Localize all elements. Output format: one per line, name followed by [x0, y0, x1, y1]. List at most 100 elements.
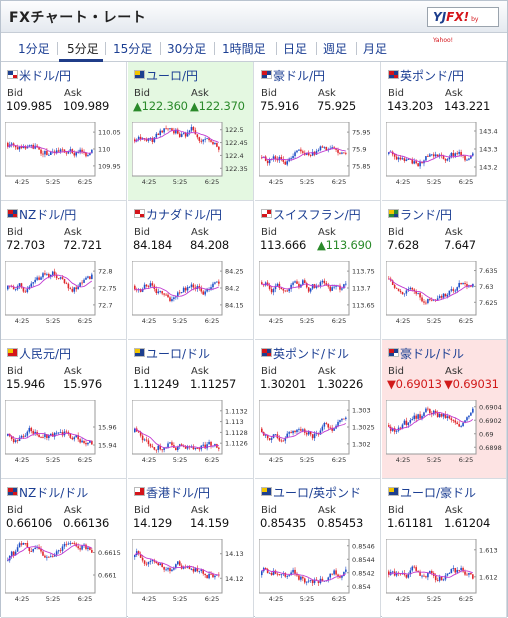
tab-monthly[interactable]: 月足: [363, 42, 388, 56]
rate-cell[interactable]: 英ポンド/ドル Bid Ask 1.30201 1.30226 1.303 1.3025 1.…: [255, 340, 381, 479]
tab-1hour[interactable]: 1時間足: [222, 42, 266, 56]
candle-body: [472, 153, 474, 156]
rate-cell[interactable]: 米ドル/円 Bid Ask 109.985 109.989 110.05 110 109.95…: [1, 62, 127, 201]
candle-body: [456, 570, 459, 573]
candle-body: [175, 447, 177, 450]
currency-pair-link[interactable]: ユーロ/英ポンド: [261, 484, 361, 501]
mini-candlestick-chart[interactable]: 72.8 72.75 72.7 4:25 5:25 6:25: [5, 261, 123, 327]
tab-15min[interactable]: 15分足: [113, 42, 153, 56]
currency-pair-link[interactable]: ユーロ/円: [134, 67, 198, 84]
eu-flag-icon: [261, 487, 272, 496]
candle-body: [446, 294, 449, 297]
candle-body: [337, 574, 339, 577]
currency-pair-link[interactable]: 人民元/円: [7, 345, 71, 362]
currency-pair-link[interactable]: スイスフラン/円: [261, 206, 361, 223]
rate-cell[interactable]: スイスフラン/円 Bid Ask 113.666 ▲113.690 113.75 113.7…: [255, 201, 381, 340]
tab-1min[interactable]: 1分足: [18, 42, 50, 56]
candle-body: [30, 551, 33, 552]
mini-candlestick-chart[interactable]: 75.95 75.9 75.85 4:25 5:25 6:25: [259, 122, 377, 188]
x-tick-label: 6:25: [459, 595, 474, 603]
mini-candlestick-chart[interactable]: 122.5 122.45 122.4 122.35 4:25 5:25 6:25: [132, 122, 250, 188]
candle-body: [274, 156, 277, 160]
candle-body: [141, 289, 144, 292]
currency-pair-link[interactable]: NZドル/ドル: [7, 484, 88, 501]
rate-cell[interactable]: ユーロ/ドル Bid Ask 1.11249 1.11257 1.1132 1.113 1.1…: [128, 340, 254, 479]
yjfx-logo[interactable]: YJFX! by Yahoo!: [427, 7, 499, 44]
rate-cell[interactable]: 豪ドル/ドル Bid Ask ▼0.69013 ▼0.69031 0.6904 0.6902…: [382, 340, 507, 479]
currency-pair-link[interactable]: ユーロ/豪ドル: [388, 484, 476, 501]
rate-cell[interactable]: 豪ドル/円 Bid Ask 75.916 75.925 75.95 75.9 75.85 4:2…: [255, 62, 381, 201]
y-tick-label: 72.7: [98, 301, 112, 309]
candle-body: [202, 139, 205, 142]
nz-flag-icon: [7, 209, 18, 218]
candle-body: [427, 299, 429, 304]
currency-pair-link[interactable]: 豪ドル/円: [261, 67, 325, 84]
rate-cell[interactable]: カナダドル/円 Bid Ask 84.184 84.208 84.25 84.2 84.15 4…: [128, 201, 254, 340]
mini-candlestick-chart[interactable]: 1.613 1.612 4:25 5:25 6:25: [386, 539, 504, 605]
candle-body: [468, 415, 470, 418]
mini-candlestick-chart[interactable]: 7.635 7.63 7.625 4:25 5:25 6:25: [386, 261, 504, 327]
candle-body: [302, 151, 304, 153]
currency-pair-link[interactable]: ユーロ/ドル: [134, 345, 210, 362]
currency-pair-link[interactable]: カナダドル/円: [134, 206, 222, 223]
tab-5min[interactable]: 5分足: [67, 42, 99, 56]
mini-candlestick-chart[interactable]: 15.96 15.94 4:25 5:25 6:25: [5, 400, 123, 466]
mini-candlestick-chart[interactable]: 1.1132 1.113 1.1128 1.1126 4:25 5:25 6:25: [132, 400, 250, 466]
candle-body: [304, 280, 306, 283]
candle-body: [194, 567, 197, 572]
x-tick-label: 5:25: [46, 317, 61, 325]
candle-body: [42, 273, 44, 278]
ask-label: Ask: [191, 88, 209, 99]
mini-candlestick-chart[interactable]: 113.75 113.7 113.65 4:25 5:25 6:25: [259, 261, 377, 327]
candle-body: [339, 285, 341, 290]
candle-body: [417, 292, 419, 294]
bid-label: Bid: [261, 88, 277, 99]
mini-candlestick-chart[interactable]: 0.6904 0.6902 0.69 0.6898 4:25 5:25 6:25: [386, 400, 504, 466]
mini-candlestick-chart[interactable]: 0.6615 0.661 4:25 5:25 6:25: [5, 539, 123, 605]
rate-cell[interactable]: ユーロ/豪ドル Bid Ask 1.61181 1.61204 1.613 1.612 4:2…: [382, 479, 507, 618]
candle-body: [266, 160, 269, 164]
currency-pair-link[interactable]: 米ドル/円: [7, 67, 71, 84]
mini-candlestick-chart[interactable]: 143.4 143.3 143.2 4:25 5:25 6:25: [386, 122, 504, 188]
rate-cell[interactable]: NZドル/円 Bid Ask 72.703 72.721 72.8 72.75 72.7 4:2…: [1, 201, 127, 340]
candle-body: [169, 568, 171, 572]
tab-daily[interactable]: 日足: [283, 42, 308, 56]
rate-cell[interactable]: 英ポンド/円 Bid Ask 143.203 143.221 143.4 143.3 143.…: [382, 62, 507, 201]
currency-pair-link[interactable]: ランド/円: [388, 206, 452, 223]
candle-body: [313, 579, 316, 584]
x-tick-label: 5:25: [300, 595, 315, 603]
currency-pair-link[interactable]: 香港ドル/円: [134, 484, 210, 501]
mini-candlestick-chart[interactable]: 1.303 1.3025 1.302 4:25 5:25 6:25: [259, 400, 377, 466]
rate-cell[interactable]: ユーロ/円 Bid Ask ▲122.360 ▲122.370 122.5 122.45 12…: [128, 62, 254, 201]
candle-body: [85, 152, 87, 157]
x-tick-label: 4:25: [269, 178, 284, 186]
mini-candlestick-chart[interactable]: 110.05 110 109.95 4:25 5:25 6:25: [5, 122, 123, 188]
candle-body: [288, 432, 290, 434]
candle-body: [466, 417, 468, 421]
rate-cell[interactable]: 人民元/円 Bid Ask 15.946 15.976 15.96 15.94 4:25 5:2…: [1, 340, 127, 479]
candle-body: [44, 555, 46, 558]
currency-pair-link[interactable]: 英ポンド/円: [388, 67, 464, 84]
candle-body: [81, 545, 83, 550]
candle-body: [141, 435, 144, 441]
candle-body: [159, 445, 162, 450]
candle-body: [145, 563, 148, 565]
rate-cell[interactable]: NZドル/ドル Bid Ask 0.66106 0.66136 0.6615 0.661 4:…: [1, 479, 127, 618]
currency-pair-link[interactable]: 英ポンド/ドル: [261, 345, 349, 362]
mini-candlestick-chart[interactable]: 14.13 14.12 4:25 5:25 6:25: [132, 539, 250, 605]
rate-cell[interactable]: 香港ドル/円 Bid Ask 14.129 14.159 14.13 14.12 4:25 5:…: [128, 479, 254, 618]
tab-30min[interactable]: 30分足: [167, 42, 207, 56]
candle-body: [329, 427, 332, 429]
candle-body: [51, 271, 54, 275]
mini-candlestick-chart[interactable]: 84.25 84.2 84.15 4:25 5:25 6:25: [132, 261, 250, 327]
mini-candlestick-chart[interactable]: 0.8546 0.8544 0.8542 0.854 4:25 5:25 6:25: [259, 539, 377, 605]
currency-pair-link[interactable]: 豪ドル/ドル: [388, 345, 464, 362]
candle-body: [280, 440, 283, 442]
currency-pair-link[interactable]: NZドル/円: [7, 206, 76, 223]
rate-cell[interactable]: ユーロ/英ポンド Bid Ask 0.85435 0.85453 0.8546 0.8544…: [255, 479, 381, 618]
candle-body: [7, 560, 9, 562]
tab-weekly[interactable]: 週足: [323, 42, 348, 56]
candle-body: [341, 576, 343, 578]
rate-cell[interactable]: ランド/円 Bid Ask 7.628 7.647 7.635 7.63 7.625 4:25 5…: [382, 201, 507, 340]
candle-body: [345, 569, 347, 572]
